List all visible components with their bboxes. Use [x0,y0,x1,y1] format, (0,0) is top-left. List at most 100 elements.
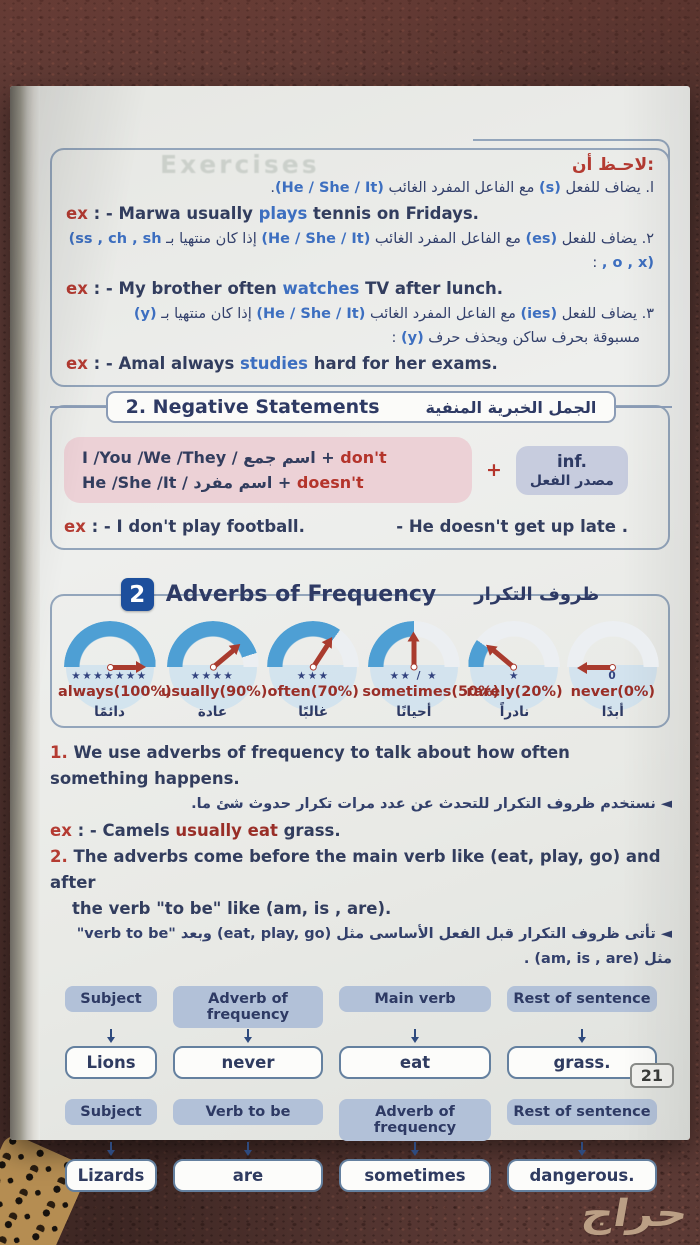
gauge-stars: 0 [608,670,618,682]
down-arrow-icon [507,1028,657,1046]
rule-3: ٣. يضاف للفعل (ies) مع الفاعل المفرد الغ… [133,306,654,322]
adverbs-of-frequency-section: 2 Adverbs of Frequency ظروف التكرار ★★★★… [50,578,670,728]
example-1: ex : - Marwa usually plays tennis on Fri… [66,204,479,223]
flow-value: are [173,1159,323,1192]
gauge-label: usually(90%) [161,684,268,700]
frequency-gauge-never: 0 never(0%) أبدًا [564,621,662,720]
plural-subjects-line: I /You /We /They / اسم جمع + don't [82,448,387,467]
infinitive-box: inf. مصدر الفعل [515,445,628,495]
down-arrow-icon [65,1141,157,1159]
gauge-arc [468,621,561,670]
point-1-arabic: ◄ نستخدم ظروف التكرار للتحدث عن عدد مرات… [191,796,672,812]
down-arrow-icon [65,1028,157,1046]
negative-statements-title-ar: الجمل الخبرية المنفية [425,397,597,417]
gauges-row: ★★★★★★★ always(100%) دائمًا ★★★★ usually(90%… [56,611,664,722]
gauge-label-arabic: أبدًا [601,704,624,720]
singular-subjects-line: He /She /It / اسم مفرد + doesn't [82,473,364,492]
gauge-arc [166,621,259,670]
down-arrow-icon [339,1141,491,1159]
negative-example-left: ex : - I don't play football. [64,517,305,536]
rule-2: ٢. يضاف للفعل (es) مع الفاعل المفرد الغا… [68,231,654,271]
down-arrow-icon [173,1141,323,1159]
gauge-arc [63,621,156,673]
down-arrow-icon [339,1028,491,1046]
negation-formula: I /You /We /They / اسم جمع + don't He /S… [64,437,656,503]
note-section: لاحـظ أن: ا. يضاف للفعل (s) مع الفاعل ال… [50,139,670,387]
gauge-arc [367,621,460,668]
flow-value: Lizards [65,1159,157,1192]
plus-sign: + [486,459,502,481]
gauge-label: never(0%) [570,684,656,700]
point-2-arabic: ◄ تأتى ظروف التكرار قبل الفعل الأساسى مث… [76,926,672,967]
gauge-label: sometimes(50%) [362,684,500,700]
negative-example-right: - He doesn't get up late . [396,517,628,536]
adverbs-title-ar: ظروف التكرار [474,584,600,605]
gauge-stars: ★★ / ★ [389,670,439,682]
camels-example: ex : - Camels usually eat grass. [50,821,341,840]
point-2-line-2: the verb "to be" like (am, is , are). [72,899,392,918]
gauge-stars: ★★★ [296,670,330,682]
usage-points: 1. We use adverbs of frequency to talk a… [50,740,672,972]
subject-auxiliary-box: I /You /We /They / اسم جمع + don't He /S… [64,437,472,503]
example-2: ex : - My brother often watches TV after… [66,279,504,298]
adverbs-title-en: Adverbs of Frequency [165,582,437,607]
point-2-line-1: 2. The adverbs come before the main verb… [50,847,661,892]
negative-statements-title-box: 2. Negative Statements الجمل الخبرية الم… [105,391,617,423]
flow-header: Adverb of frequency [173,986,323,1028]
gauge-label-arabic: عادة [197,704,228,720]
gauge-label-arabic: دائمًا [94,704,125,720]
page-number: 21 [629,1063,674,1088]
note-title: لاحـظ أن: [572,155,654,175]
infinitive-label: inf. [556,451,587,471]
haraj-watermark: حراج [578,1191,692,1236]
gauge-stars: ★★★★★★★ [71,670,148,682]
down-arrow-icon [507,1141,657,1159]
point-1: 1. We use adverbs of frequency to talk a… [50,743,570,788]
gauge-label-arabic: غالبًا [298,704,329,720]
down-arrow-icon [173,1028,323,1046]
frequency-gauge-always: ★★★★★★★ always(100%) دائمًا [58,621,172,720]
sentence-structure-row-1: Subject Adverb of frequency Main verb Rest … [50,986,672,1079]
negative-statements-title-en: 2. Negative Statements [125,396,380,418]
gauge-needle-icon [106,661,146,673]
gauge-label: rarely(20%) [466,684,563,700]
negative-examples: ex : - I don't play football. - He doesn… [64,513,656,540]
page-content: Exercises لاحـظ أن: ا. يضاف للفعل (s) مع… [50,86,673,1192]
gauge-arc [566,621,659,670]
note-corner-line [473,139,670,163]
header-line-right [616,406,673,408]
flow-header: Subject [65,986,157,1012]
rule-3-continued: مسبوقة بحرف ساكن ويحذف حرف (y) : [391,330,640,346]
frequency-gauge-often: ★★★ often(70%) غالبًا [264,621,362,720]
negative-statements-header: 2. Negative Statements الجمل الخبرية الم… [50,391,673,423]
flow-header: Rest of sentence [507,986,657,1012]
frequency-gauge-sometimes: ★★ / ★ sometimes(50%) أحيانًا [362,621,500,720]
flow-value: eat [339,1046,491,1079]
flow-header: Rest of sentence [507,1099,657,1125]
flow-value: sometimes [339,1159,491,1192]
frequency-gauge-usually: ★★★★ usually(90%) عادة [161,621,268,720]
flow-value: dangerous. [507,1159,657,1192]
book-pages-edge [10,86,40,1140]
bleedthrough-text: Exercises [160,150,320,179]
infinitive-label-arabic: مصدر الفعل [529,472,614,489]
section-number-badge: 2 [120,578,154,611]
book-page: Exercises لاحـظ أن: ا. يضاف للفعل (s) مع… [10,86,690,1192]
adverbs-header: 2 Adverbs of Frequency ظروف التكرار [56,578,664,611]
frequency-gauge-rarely: ★ rarely(20%) نادراً [465,621,563,720]
flow-header: Subject [65,1099,157,1125]
gauge-label: always(100%) [58,684,172,700]
gauge-needle-icon [411,640,417,668]
flow-value: Lions [65,1046,157,1079]
gauge-label: often(70%) [267,684,359,700]
flow-header: Main verb [339,986,491,1012]
header-line-left [50,406,106,408]
example-3: ex : - Amal always studies hard for her … [66,354,498,373]
gauge-stars: ★★★★ [190,670,235,682]
gauge-label-arabic: نادراً [499,704,530,720]
gauge-stars: ★ [509,670,520,682]
flow-header: Adverb of frequency [339,1099,491,1141]
gauge-arc [267,621,360,669]
flow-value: never [173,1046,323,1079]
negative-statements-section: I /You /We /They / اسم جمع + don't He /S… [50,405,670,550]
